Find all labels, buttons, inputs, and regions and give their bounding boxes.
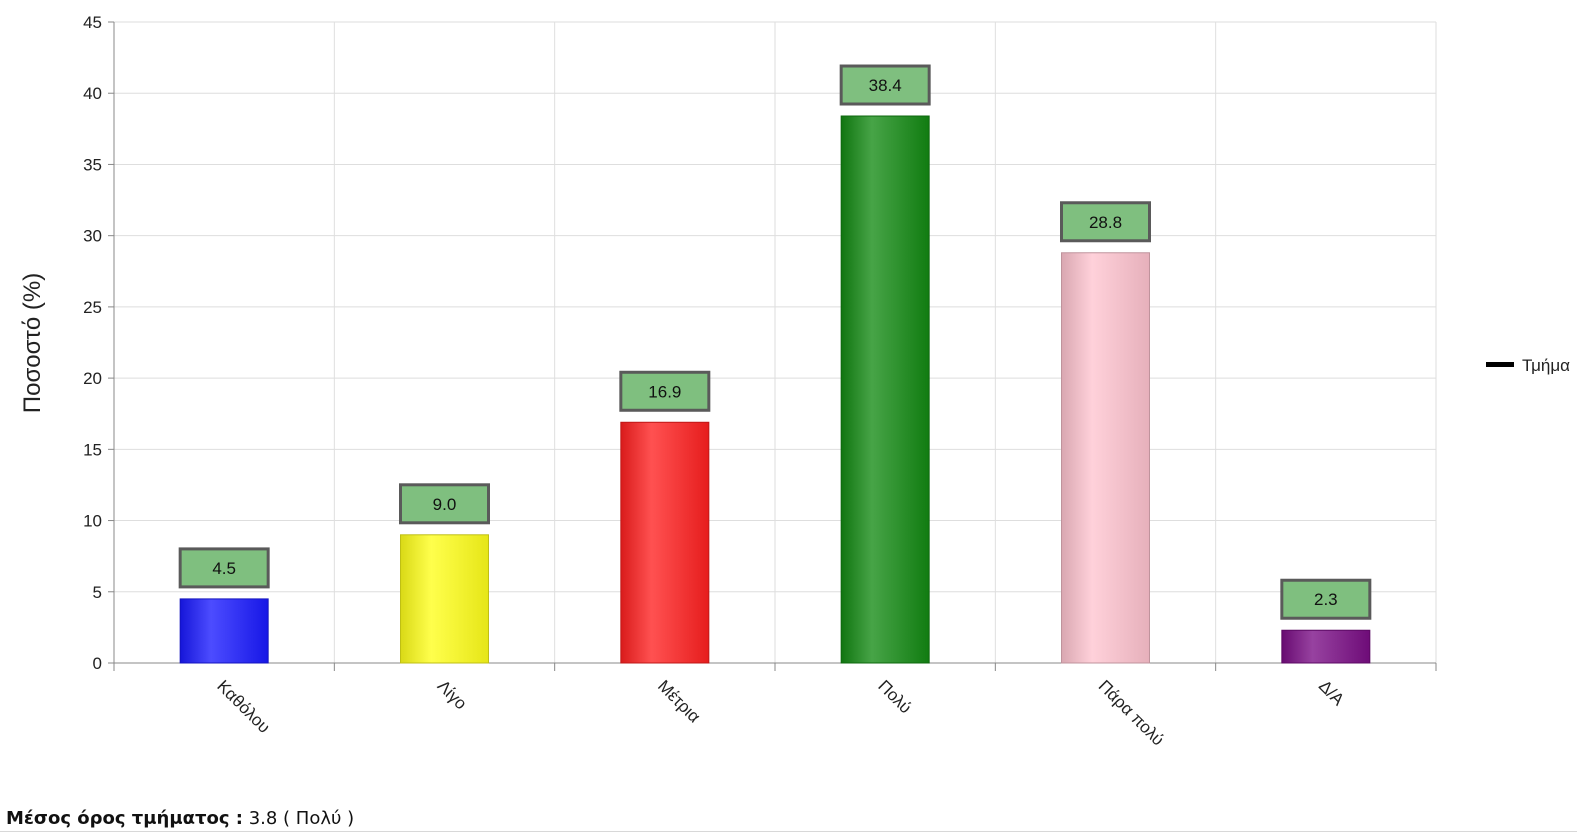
data-label-box [399, 483, 490, 525]
y-tick-label: 20 [83, 369, 102, 388]
data-label: 28.8 [1089, 213, 1122, 232]
data-label-box [1060, 201, 1151, 243]
bar-chart: 0 5 10 15 20 25 30 35 40 45 Καθόλου Λίγο Μέτρια Πολύ Π… [19, 13, 1570, 749]
x-category-label: Πάρα πολύ [1095, 676, 1168, 749]
grid-lines [113, 21, 1437, 664]
footer-divider [0, 831, 1577, 832]
data-labels: 4.5 9.0 16.9 38.4 28.8 2.3 [178, 64, 1372, 620]
data-label-box [619, 370, 711, 412]
data-label: 4.5 [212, 559, 236, 578]
y-tick-label: 15 [83, 440, 102, 459]
bar-2 [400, 534, 489, 664]
y-tick-label: 40 [83, 84, 102, 103]
legend-label: Τμήμα [1522, 356, 1570, 375]
data-label-box [178, 547, 270, 589]
x-category-label: Μέτρια [654, 676, 704, 726]
y-tick-label: 5 [93, 583, 102, 602]
y-tick-label: 25 [83, 298, 102, 317]
data-label-box [1280, 578, 1372, 620]
data-label: 16.9 [648, 382, 681, 401]
legend: Τμήμα [1486, 356, 1570, 375]
department-average-value: 3.8 ( Πολύ ) [248, 808, 355, 829]
data-label: 9.0 [433, 495, 457, 514]
x-category-label: Πολύ [874, 676, 915, 717]
bar-1 [179, 598, 269, 664]
bar-3 [620, 421, 710, 664]
y-tick-label: 45 [83, 13, 102, 32]
department-average-label: Μέσος όρος τμήματος : [6, 808, 243, 829]
legend-swatch [1486, 362, 1514, 367]
bar-6 [1281, 629, 1371, 664]
bar-4 [840, 115, 930, 664]
y-tick-label: 30 [83, 227, 102, 246]
data-label: 38.4 [869, 76, 902, 95]
bar-5 [1061, 252, 1150, 664]
y-axis-label: Ποσοστό (%) [19, 273, 46, 413]
x-category-label: Καθόλου [213, 676, 273, 736]
axes: 0 5 10 15 20 25 30 35 40 45 Καθόλου Λίγο Μέτρια Πολύ Π… [83, 13, 1437, 749]
data-label: 2.3 [1314, 590, 1338, 609]
x-category-label: Λίγο [434, 676, 471, 713]
bars [179, 115, 1371, 664]
y-tick-label: 10 [83, 512, 102, 531]
department-average: Μέσος όρος τμήματος : 3.8 ( Πολύ ) [6, 808, 354, 829]
data-label-box [839, 64, 931, 106]
x-category-label: Δ/Α [1315, 676, 1348, 709]
y-tick-label: 0 [93, 654, 102, 673]
y-tick-label: 35 [83, 155, 102, 174]
